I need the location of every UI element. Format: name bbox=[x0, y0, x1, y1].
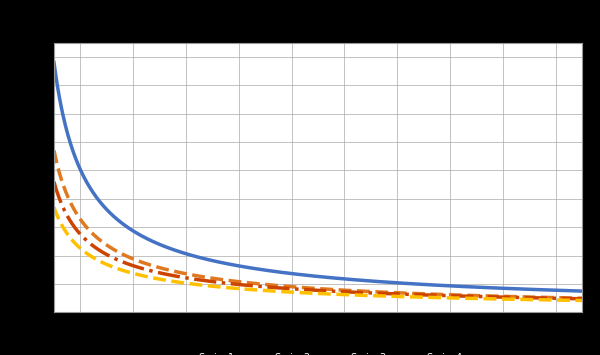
Legend: Series1, Series2, Series3, Series4: Series1, Series2, Series3, Series4 bbox=[169, 349, 467, 355]
